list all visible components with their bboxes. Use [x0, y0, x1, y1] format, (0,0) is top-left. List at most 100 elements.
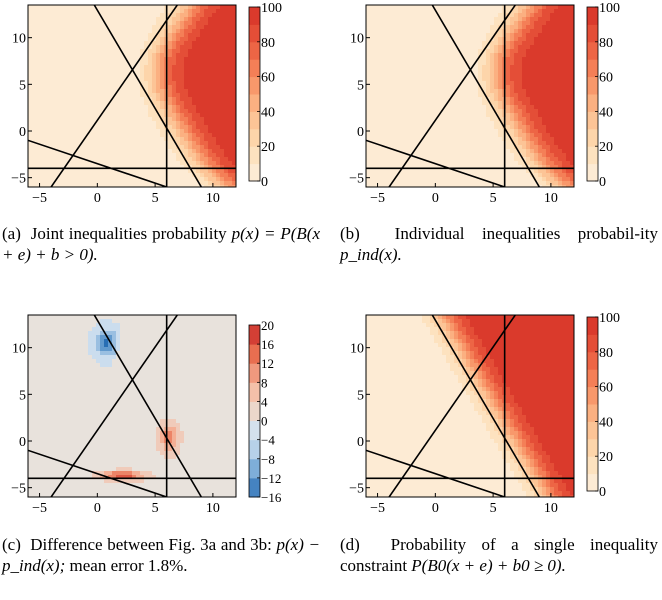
heatmap-cell [216, 173, 221, 178]
heatmap-cell [48, 113, 53, 118]
heatmap-cell [176, 105, 181, 110]
heatmap-cell [32, 117, 37, 122]
heatmap-cell [506, 109, 511, 114]
heatmap-cell [180, 9, 185, 14]
heatmap-cell [542, 17, 547, 22]
heatmap-cell [84, 81, 89, 86]
heatmap-cell [72, 45, 77, 50]
heatmap-cell [490, 129, 495, 134]
heatmap-cell [188, 49, 193, 54]
heatmap-cell [180, 125, 185, 130]
heatmap-cell [144, 93, 149, 98]
heatmap-cell [506, 57, 511, 62]
heatmap-cell [108, 129, 113, 134]
heatmap-cell [196, 81, 201, 86]
heatmap-cell [144, 89, 149, 94]
heatmap-cell [394, 169, 399, 174]
heatmap-cell [558, 57, 563, 62]
heatmap-cell [450, 29, 455, 34]
heatmap-cell [418, 37, 423, 42]
heatmap-cell [48, 81, 53, 86]
heatmap-cell [228, 25, 233, 30]
heatmap-cell [510, 69, 515, 74]
heatmap-cell [566, 165, 571, 170]
heatmap-cell [422, 181, 427, 186]
heatmap-cell [494, 117, 499, 122]
heatmap-cell [474, 13, 479, 18]
heatmap-cell [438, 41, 443, 46]
heatmap-cell [68, 109, 73, 114]
heatmap-cell [64, 125, 69, 130]
heatmap-cell [410, 117, 415, 122]
heatmap-cell [96, 45, 101, 50]
heatmap-cell [530, 165, 535, 170]
heatmap-cell [36, 153, 41, 158]
heatmap-cell [458, 185, 463, 187]
heatmap-cell [72, 181, 77, 186]
heatmap-cell [426, 113, 431, 118]
heatmap-cell [426, 49, 431, 54]
heatmap-cell [422, 165, 427, 170]
heatmap-cell [410, 165, 415, 170]
heatmap-cell [160, 21, 165, 26]
heatmap-cell [482, 117, 487, 122]
heatmap-cell [434, 21, 439, 26]
heatmap-cell [128, 117, 133, 122]
heatmap-cell [450, 41, 455, 46]
heatmap-cell [498, 37, 503, 42]
heatmap-cell [490, 69, 495, 74]
heatmap-cell [370, 173, 375, 178]
heatmap-cell [224, 49, 229, 54]
heatmap-cell [458, 153, 463, 158]
heatmap-cell [442, 9, 447, 14]
heatmap-cell [378, 113, 383, 118]
heatmap-cell [566, 181, 571, 186]
heatmap-cell [570, 53, 574, 58]
heatmap-cell [96, 53, 101, 58]
heatmap-cell [68, 177, 73, 182]
heatmap-cell [120, 61, 125, 66]
heatmap-cell [414, 181, 419, 186]
heatmap-cell [80, 97, 85, 102]
heatmap-cell [212, 145, 217, 150]
heatmap-cell [394, 109, 399, 114]
heatmap-cell [120, 181, 125, 186]
heatmap-cell [92, 129, 97, 134]
heatmap-cell [546, 125, 551, 130]
heatmap-cell [72, 89, 77, 94]
heatmap-cell [68, 37, 73, 42]
heatmap-cell [124, 41, 129, 46]
heatmap-cell [554, 29, 559, 34]
heatmap-cell [112, 53, 117, 58]
heatmap-cell [510, 21, 515, 26]
heatmap-cell [152, 17, 157, 22]
heatmap-cell [36, 339, 41, 344]
heatmap-cell [44, 77, 49, 82]
heatmap-cell [68, 141, 73, 146]
heatmap-cell [84, 185, 89, 187]
heatmap-cell [518, 5, 523, 10]
heatmap-cell [148, 17, 153, 22]
heatmap-cell [478, 169, 483, 174]
heatmap-cell [152, 13, 157, 18]
heatmap-cell [184, 173, 189, 178]
heatmap-cell [108, 141, 113, 146]
heatmap-cell [200, 141, 205, 146]
heatmap-cell [566, 13, 571, 18]
heatmap-cell [390, 173, 395, 178]
heatmap-cell [450, 165, 455, 170]
heatmap-cell [526, 41, 531, 46]
heatmap-cell [422, 45, 427, 50]
heatmap-cell [168, 77, 173, 82]
heatmap-cell [478, 9, 483, 14]
heatmap-cell [228, 177, 233, 182]
heatmap-cell [68, 93, 73, 98]
heatmap-cell [72, 149, 77, 154]
heatmap-cell [394, 53, 399, 58]
heatmap-cell [228, 85, 233, 90]
heatmap-cell [474, 185, 479, 187]
heatmap-cell [84, 153, 89, 158]
heatmap-cell [60, 109, 65, 114]
heatmap-cell [200, 125, 205, 130]
heatmap-cell [68, 165, 73, 170]
